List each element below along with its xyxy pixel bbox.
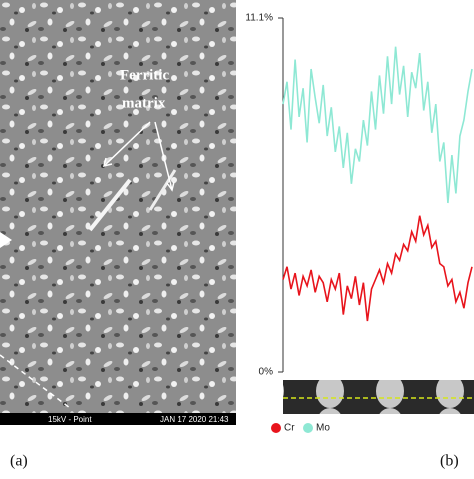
scan-strip xyxy=(283,380,474,414)
marker xyxy=(0,232,12,248)
legend-marker xyxy=(303,423,313,433)
info-bar xyxy=(0,413,236,425)
series-line xyxy=(282,46,473,204)
y-tick-label: 0% xyxy=(259,367,274,378)
particle xyxy=(88,178,132,232)
particle xyxy=(148,169,177,211)
series-line xyxy=(282,215,473,322)
sem-image xyxy=(0,0,236,413)
legend-marker xyxy=(271,423,281,433)
micrograph: Ferritic matrix 15kV - Point JAN 17 2020… xyxy=(0,0,236,470)
legend-label: Cr xyxy=(284,423,295,434)
label: Ferritic xyxy=(120,67,169,83)
panel-label: (b) xyxy=(440,453,459,470)
chart: (b) xyxy=(282,18,474,470)
timestamp: JAN 17 2020 21:43 xyxy=(160,415,229,424)
beam-info: 15kV - Point xyxy=(48,415,92,424)
scan-line xyxy=(0,354,71,409)
label: matrix xyxy=(122,95,166,111)
legend-label: Mo xyxy=(316,423,330,434)
arrows xyxy=(102,121,175,192)
y-tick-label: 11.1% xyxy=(245,13,273,24)
panel-label: (a) xyxy=(10,453,28,470)
